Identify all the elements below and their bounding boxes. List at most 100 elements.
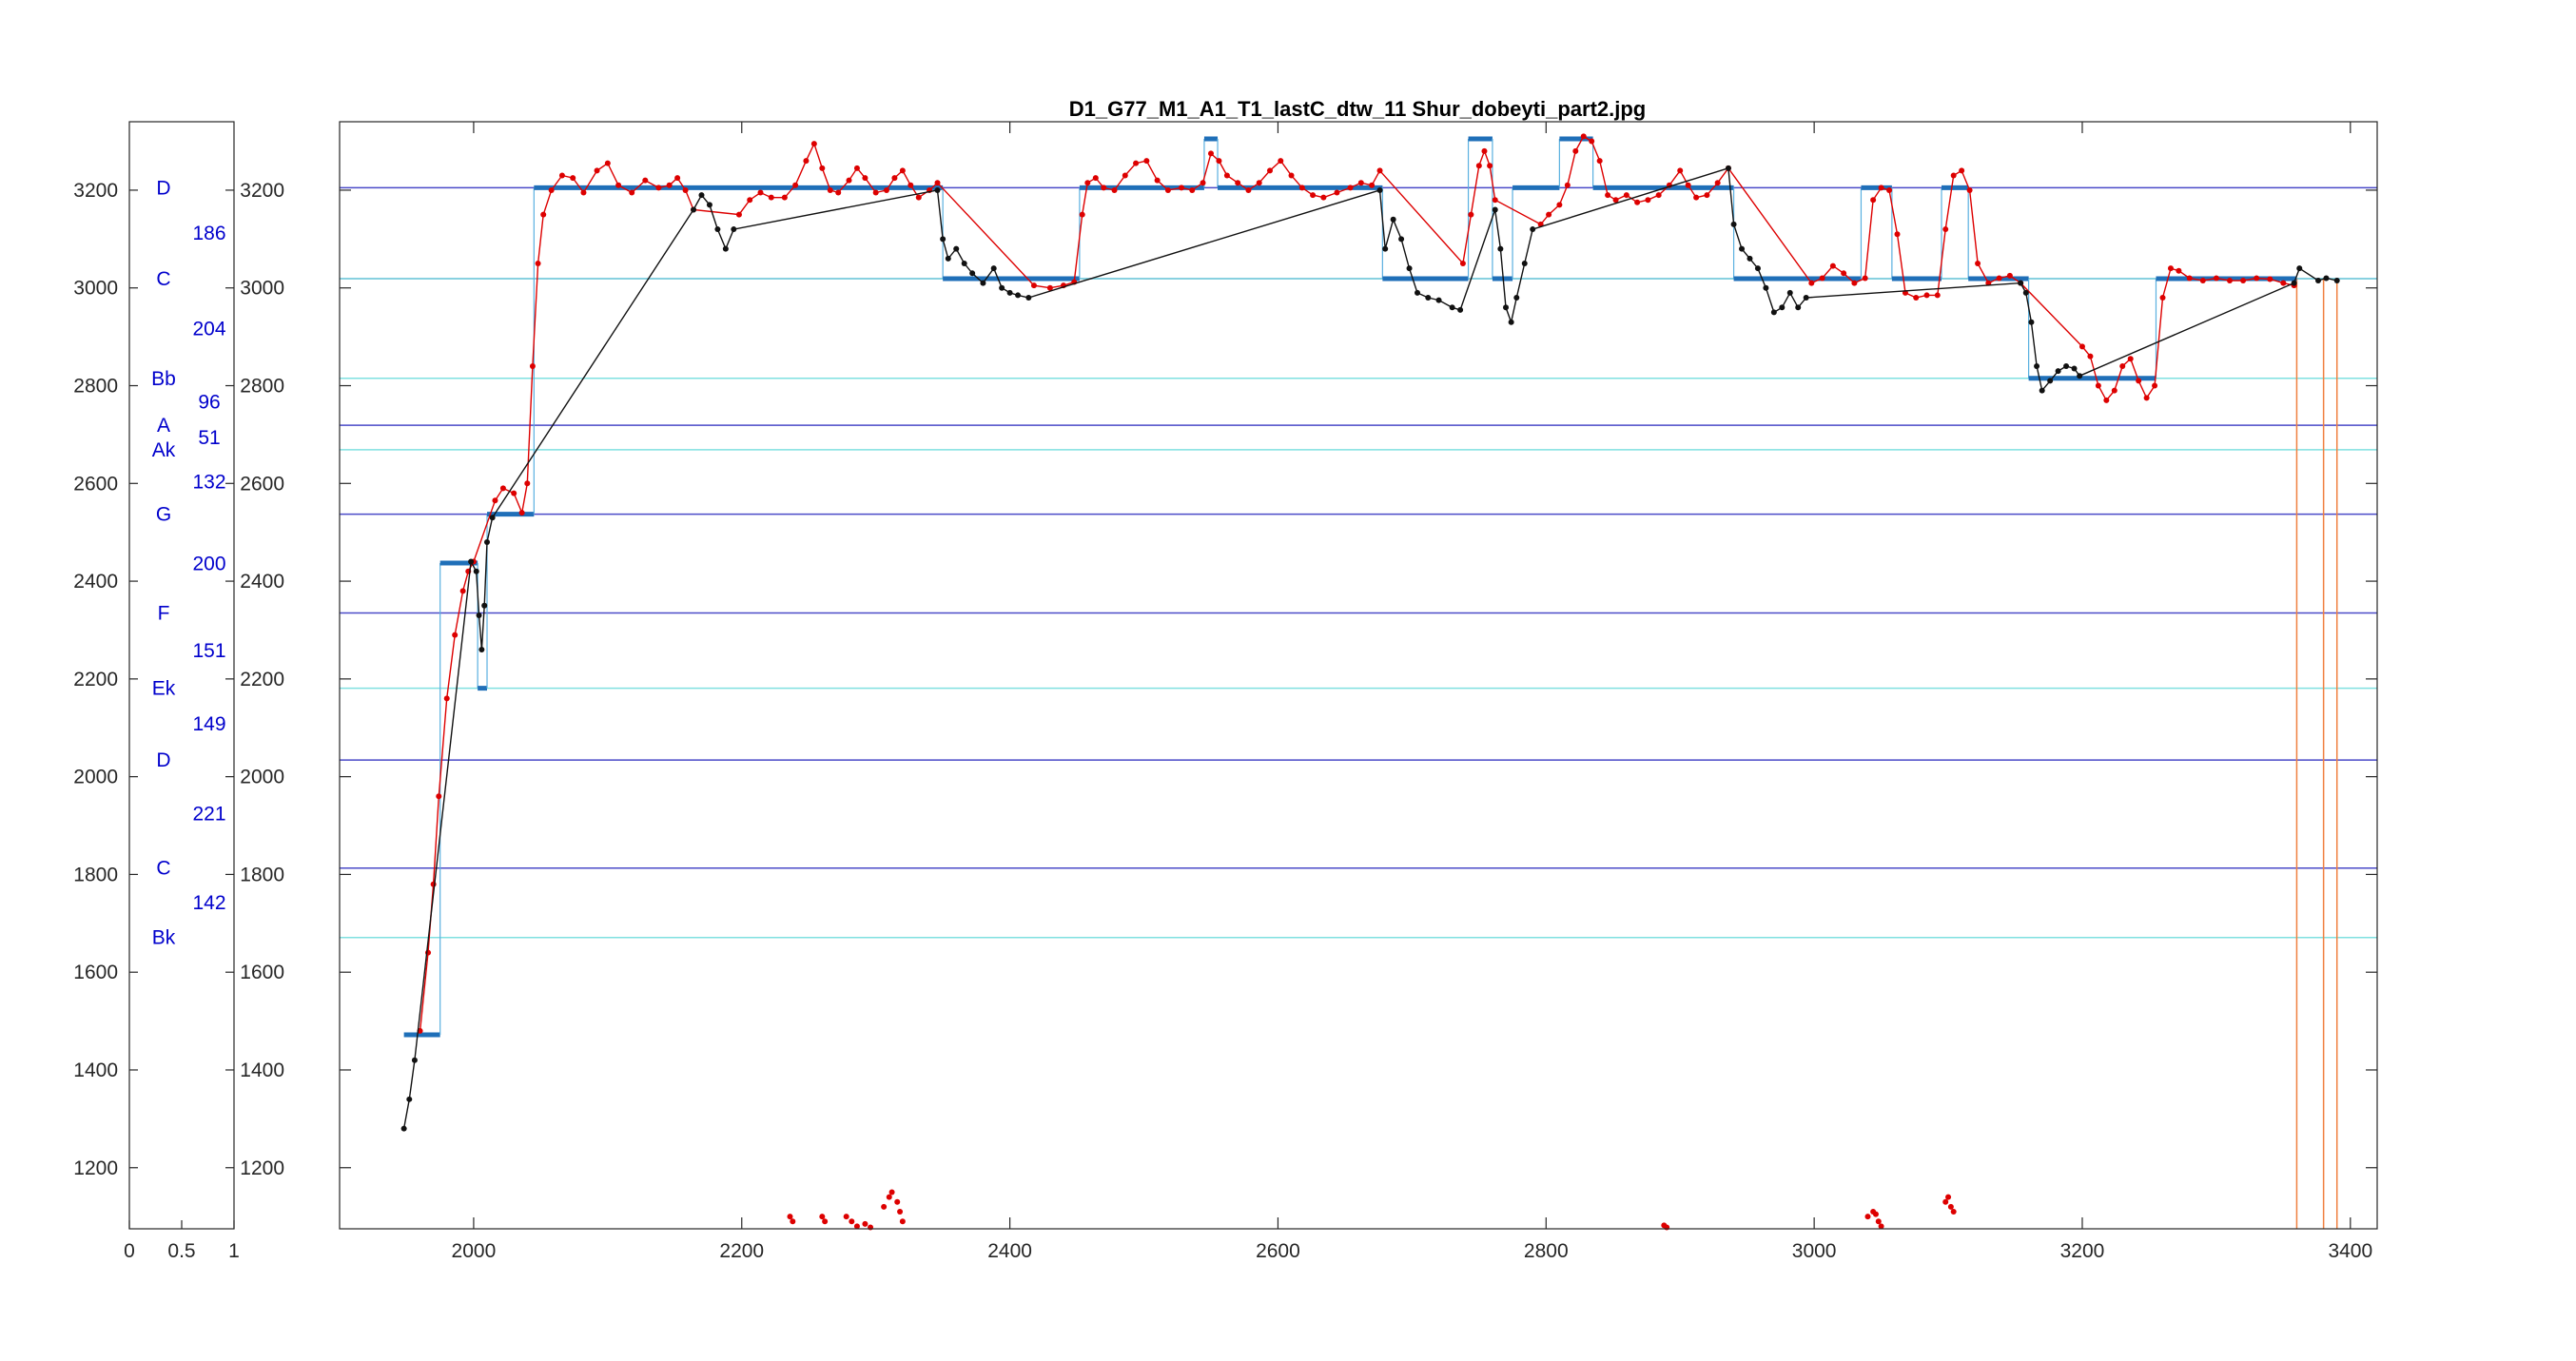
pitch-black-point [1725, 165, 1731, 171]
pitch-red-point [2240, 278, 2247, 284]
low-pitch-point [819, 1214, 826, 1220]
pitch-red-point [835, 189, 842, 196]
pitch-black-point [980, 280, 986, 286]
pitch-red-point [1216, 158, 1222, 165]
pitch-black-point [476, 612, 482, 619]
pitch-black-point [2028, 319, 2035, 325]
note-name-label: C [156, 268, 170, 290]
main-x-tick-label: 2200 [719, 1240, 764, 1262]
pitch-black-point [961, 261, 967, 267]
pitch-red-point [1487, 163, 1493, 169]
pitch-red-point [1092, 175, 1099, 182]
main-x-tick-label: 2400 [987, 1240, 1032, 1262]
pitch-red-point [2186, 275, 2193, 282]
pitch-red-point [2167, 265, 2174, 272]
pitch-red-point [2103, 397, 2110, 403]
pitch-red-point [1207, 150, 1214, 157]
side-panel-axes: D C Bb AAk G F Ek D C Bk 186 204 96 51 132 200 151 149 221… [73, 121, 240, 1262]
pitch-black-point [1779, 304, 1786, 311]
pitch-red-point [1862, 275, 1868, 282]
pitch-black-point [1503, 304, 1510, 311]
pitch-black-point [1025, 295, 1032, 301]
pitch-red-point [1966, 186, 1973, 193]
pitch-black-point [2039, 387, 2045, 394]
interval-cents-label: 221 [192, 804, 225, 826]
pitch-red-point [655, 185, 662, 191]
pitch-black-point [478, 647, 485, 653]
pitch-red-point [524, 480, 531, 487]
note-labels: D C Bb AAk G F Ek D C Bk 186 204 96 51 132 200 151 149 221… [151, 177, 226, 948]
main-x-tick-label: 3200 [2060, 1240, 2105, 1262]
side-panel-frame [128, 121, 235, 1230]
pitch-red-point [430, 881, 437, 887]
main-x-tick-label: 3000 [1792, 1240, 1837, 1262]
pitch-red-point [2226, 278, 2233, 284]
pitch-black-point [1015, 292, 1022, 299]
main-y-tick-label: 2000 [240, 767, 284, 788]
pitch-red-point [1870, 197, 1877, 204]
main-y-tick-label: 2400 [240, 571, 284, 593]
pitch-red-point [1369, 182, 1376, 188]
pitch-red-point [2136, 378, 2142, 384]
pitch-red-point [1376, 167, 1383, 174]
main-y-tick-label: 1400 [240, 1060, 284, 1081]
low-pitch-point [787, 1214, 793, 1220]
end-markers [2295, 278, 2338, 1229]
pitch-red-point [1079, 211, 1085, 218]
low-pitch-point [897, 1209, 904, 1215]
main-y-tick-label: 3200 [240, 180, 284, 202]
pitch-red-point [1133, 160, 1140, 166]
pitch-red-point [674, 175, 681, 182]
pitch-red-point [2127, 356, 2134, 362]
pitch-red-point [2199, 278, 2206, 284]
pitch-red-point [615, 182, 622, 188]
pitch-black-point [990, 265, 997, 272]
note-name-label: F [158, 602, 170, 624]
pitch-black-point [2291, 280, 2297, 286]
pitch-red-point [682, 186, 689, 193]
pitch-red-point [558, 172, 565, 179]
pitch-black-point [1770, 309, 1777, 316]
pitch-red-point [883, 186, 889, 193]
pitch-red-point [781, 194, 788, 201]
pitch-red-point [2095, 382, 2101, 389]
main-x-tick-label: 2000 [452, 1240, 497, 1262]
pitch-red-point [1564, 182, 1571, 188]
interval-cents-label: 149 [192, 713, 225, 735]
interval-cents-label: 96 [198, 391, 220, 413]
pitch-red-point [1030, 282, 1037, 289]
pitch-black-point [1521, 261, 1528, 267]
pitch-red-point [819, 165, 826, 171]
pitch-red-point [803, 158, 810, 165]
pitch-red-point [1475, 163, 1482, 169]
pitch-red-point [594, 167, 600, 174]
interval-cents-label: 200 [192, 554, 225, 575]
interval-cents-label: 132 [192, 472, 225, 494]
pitch-red-point [2280, 280, 2287, 286]
main-plot-ticks: 1200 1400 1600 1800 2000 2200 2400 2600 2800 3000… [240, 122, 2377, 1262]
pitch-red-point [1975, 261, 1981, 267]
pitch-black-point [714, 226, 721, 233]
pitch-red-point [1934, 292, 1941, 299]
pitch-red-point [2176, 267, 2182, 274]
pitch-red-point [2006, 272, 2013, 279]
pitch-black-point [934, 186, 941, 193]
pitch-black-point [484, 538, 491, 545]
pitch-red-point [846, 177, 852, 184]
side-panel-ticks: 1200140016001800200022002400260028003000… [73, 180, 240, 1262]
pitch-red-point [436, 793, 442, 800]
pitch-black-point [2323, 275, 2330, 282]
pitch-red-point [529, 362, 536, 369]
pitch-black-point [945, 255, 951, 262]
low-pitch-point [1875, 1218, 1882, 1225]
plot-title: D1_G77_M1_A1_T1_lastC_dtw_11 Shur_dobeyt… [1069, 97, 1646, 121]
pitch-red-point [1693, 194, 1700, 201]
pitch-red-point [1996, 275, 2002, 282]
pitch-red-point [1101, 185, 1107, 191]
low-pitch-point [1878, 1223, 1884, 1230]
pitch-red-point [2111, 387, 2117, 394]
pitch-red-point [1841, 270, 1847, 277]
pitch-red-point [459, 588, 466, 594]
pitch-black-point [2055, 368, 2061, 375]
pitch-red-point [604, 160, 611, 166]
